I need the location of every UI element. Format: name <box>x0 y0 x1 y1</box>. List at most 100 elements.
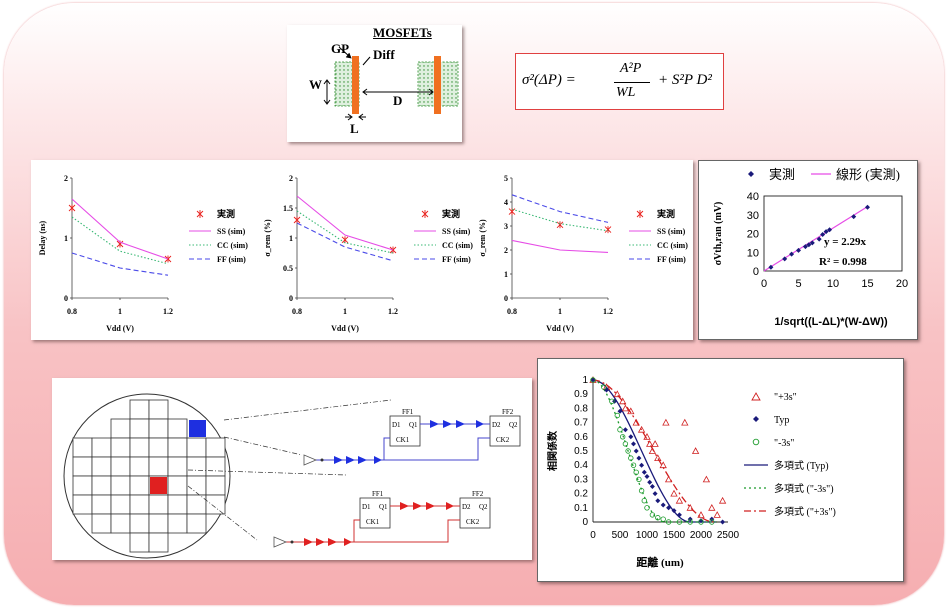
x-tick-label: 500 <box>612 530 629 541</box>
p3s-marker <box>664 475 673 483</box>
data-point <box>768 264 774 270</box>
p3s-marker <box>646 440 654 447</box>
clock-buffer <box>304 538 313 546</box>
asterisk-marker <box>508 208 516 216</box>
x-tick-label: 1 <box>118 307 122 316</box>
buffer <box>430 420 439 428</box>
die <box>186 456 207 477</box>
clock-source-buffer <box>273 536 288 548</box>
y-tick-label: 0.1 <box>574 503 588 514</box>
data-point <box>816 236 822 242</box>
legend-label-measured: 実測 <box>442 208 460 219</box>
typ-marker <box>633 448 639 454</box>
data-point <box>851 214 857 220</box>
y-tick-label: 0 <box>289 294 293 303</box>
y-tick-label: 1 <box>504 270 508 279</box>
clock-buffer <box>374 456 382 464</box>
typ-marker <box>698 518 704 524</box>
y-tick-label: 0.5 <box>574 446 588 457</box>
chart-legend: 実測 SS (sim) CC (sim) FF (sim) <box>414 208 473 264</box>
m3s-marker <box>622 441 629 447</box>
p3s-marker <box>662 418 670 426</box>
p3s-marker <box>651 440 659 447</box>
m3s-marker <box>638 488 645 494</box>
y-tick-label: 0.6 <box>574 432 588 443</box>
buffer <box>413 502 422 510</box>
x-tick-label: 15 <box>861 278 873 290</box>
clock-node <box>290 540 294 544</box>
m3s-marker <box>601 384 607 390</box>
y-tick-label: 40 <box>747 191 759 203</box>
y-axis-label: σ_rem (%) <box>263 219 272 257</box>
y-tick-label: 20 <box>747 229 759 241</box>
legend-m3s-label: "-3s" <box>774 438 794 449</box>
buffer <box>426 502 435 510</box>
p3s-marker <box>627 407 635 415</box>
clock-wire-2 <box>384 437 490 461</box>
legend-typ-marker <box>753 416 759 422</box>
die <box>129 418 150 439</box>
ff-pin-ck: CK2 <box>466 518 480 526</box>
die <box>129 437 150 458</box>
y-tick-label: 0.7 <box>574 418 588 429</box>
clock-buffer <box>358 456 367 464</box>
p3s-marker <box>691 447 700 454</box>
legend-p3s-marker <box>751 392 761 401</box>
ff-pin-d: D1 <box>392 421 401 429</box>
y-axis-label: Delay (ns) <box>38 220 47 255</box>
p3s-marker <box>654 454 662 461</box>
measured-point <box>341 236 349 244</box>
die <box>72 475 93 496</box>
x-tick-label: 10 <box>827 278 839 290</box>
gp-label: GP <box>331 41 350 56</box>
die <box>148 513 169 534</box>
die <box>110 513 131 534</box>
formula-lhs: σ²(ΔP) = <box>522 72 576 88</box>
chart-legend: 実測 SS (sim) CC (sim) FF (sim) <box>629 208 688 264</box>
die <box>167 456 188 477</box>
m3s-marker <box>660 516 666 522</box>
die <box>72 456 93 477</box>
die <box>110 494 131 515</box>
fit-r2: R² = 0.998 <box>819 256 867 268</box>
typ-marker <box>687 516 693 522</box>
flipflop-box <box>459 497 491 529</box>
w-label: W <box>309 77 322 92</box>
ff-pin-q: Q2 <box>509 421 518 429</box>
die <box>205 456 226 477</box>
legend-poly-m3s-label: 多項式 ("-3s") <box>774 482 834 495</box>
poly-m3s-curve <box>592 379 718 523</box>
m3s-marker <box>644 505 650 511</box>
die <box>186 475 207 496</box>
y-axis-label: σ_rem (%) <box>478 219 487 257</box>
data-point <box>806 242 812 248</box>
die <box>110 437 131 458</box>
y-tick-label: 4 <box>504 198 508 207</box>
p3s-marker <box>718 496 727 504</box>
ff-pin-ck: CK1 <box>366 518 380 526</box>
legend-asterisk <box>636 210 644 218</box>
die <box>129 475 150 496</box>
die <box>110 418 131 439</box>
mosfet-title: MOSFETs <box>373 25 432 40</box>
asterisk-marker <box>68 204 76 212</box>
m3s-marker <box>676 519 683 525</box>
ss-line <box>296 195 394 251</box>
corr-chart-svg: 1 0.9 0.8 0.7 0.6 0.5 0.4 0.3 0.2 0.1 00 500 1000 150… <box>546 375 836 569</box>
formula-numerator: A²P <box>620 61 642 76</box>
typ-marker <box>676 512 682 518</box>
data-point <box>823 229 829 235</box>
legend-label: CC (sim) <box>442 241 473 250</box>
ff-pin-d: D1 <box>362 503 371 511</box>
die <box>148 418 169 439</box>
ff-pin-ck: CK2 <box>496 436 510 444</box>
data-point <box>809 240 815 246</box>
legend-label-measured: 実測 <box>217 208 235 219</box>
measured-point <box>604 226 612 234</box>
ff-pin-q: Q1 <box>409 421 418 429</box>
line-chart-1: 2 1 0 0.8 1 1.2 Vdd (V) Delay (ns) 実測 SS (sim) CC … <box>38 174 248 333</box>
die <box>186 513 207 534</box>
ff-pin-d: D2 <box>492 421 501 429</box>
p3s-marker <box>621 404 630 412</box>
